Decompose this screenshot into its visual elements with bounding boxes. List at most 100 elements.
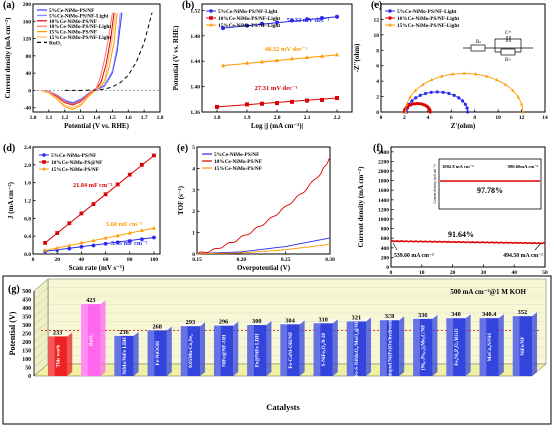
y-tick-label: 1200 [378, 207, 389, 213]
bar-highlight [147, 330, 155, 376]
data-point [67, 221, 72, 226]
annotation-arrow [392, 242, 398, 251]
bar-front [446, 318, 466, 376]
legend-entry: 5%Ce-NiMo-PS/NF-Light [218, 9, 278, 15]
x-tick-label: 40 [79, 257, 85, 263]
y-axis-label: Potential (V vs. RHE) [172, 25, 180, 90]
circuit-label: Rₛ [476, 40, 481, 45]
bar-value-label: 300 [252, 318, 261, 325]
y-tick-label: 4 [376, 79, 379, 85]
bar-side [532, 312, 538, 376]
start-annotation: 539.60 mA cm⁻² [394, 253, 434, 259]
bar-value-label: 328 [385, 313, 394, 320]
bar-category-label: Fe-CoNi-OH/NF [288, 332, 294, 369]
circuit-label: Rᶜₜ [505, 58, 512, 63]
bar-category-label: Fe@NiFe LDH [255, 334, 261, 368]
y-axis-label: -Z''(ohm) [353, 43, 361, 72]
bar-highlight [446, 318, 454, 376]
legend-entry: 5%Ce-NiMo-PS/NF [49, 8, 94, 14]
y-tick-label: 0 [376, 110, 379, 116]
bar-top [213, 321, 239, 326]
panel-letter: (d) [3, 143, 15, 154]
data-point [335, 52, 339, 57]
grid-line [33, 287, 49, 300]
bar-category-label: Fe-NiOOH [155, 341, 161, 366]
slope-annotation: 48.32 mV dec⁻¹ [265, 46, 308, 53]
bar-front [479, 318, 499, 376]
grid-line [33, 346, 49, 360]
series-line [196, 237, 331, 255]
legend-entry: 5%Ce-NiMo-PS/NF-Light [397, 9, 457, 15]
bar-top [180, 322, 206, 327]
data-point [221, 26, 225, 31]
data-point [127, 230, 132, 235]
data-point [91, 202, 96, 206]
panel-b: 1.8 1.9 2.0 2.1 2.2 1.36 1.40 1.44 1.48 1.52 Log |… [172, 0, 353, 130]
panel-g: (g) 0 50 100 150 200 250 300 350 400 450 500 Potenti… [2, 275, 552, 425]
data-point [127, 172, 132, 177]
bar-side [67, 332, 73, 376]
data-point [209, 16, 213, 20]
bar-front [313, 323, 333, 376]
bar [280, 320, 305, 376]
y-tick-label: 0 [28, 88, 31, 94]
x-tick-label: 100 [150, 257, 159, 263]
data-point [290, 99, 294, 104]
y-tick-label: 2400 [378, 150, 389, 156]
legend-entry: RuO₂ [49, 40, 62, 46]
bar-highlight [213, 325, 221, 376]
x-tick-label: 60 [103, 257, 109, 263]
data-point [79, 211, 84, 216]
bar-highlight [47, 336, 55, 376]
x-tick-label: 10 [495, 115, 501, 121]
legend-entry: 10%Ce-NiMo-PS@NF [51, 160, 102, 166]
bar-side [133, 331, 139, 376]
bar-front [413, 318, 433, 376]
end-annotation: 494.50 mA cm⁻² [503, 253, 543, 259]
y-tick-label: 14 [374, 2, 380, 8]
y-tick-label: 160 [23, 19, 32, 25]
data-point [115, 182, 120, 187]
panel-c: 0 2 4 6 8 10 12 14 0 2 4 6 8 10 12 14 Z'(ohm) -Z''(ohm) (c… [353, 0, 548, 130]
data-point [42, 160, 46, 164]
y-tick-label: 250 [22, 332, 31, 338]
bar-category-label: Fe₂Ni₂P₂O₇/RGO [454, 328, 460, 365]
plot-frame [196, 146, 331, 255]
data-point [139, 237, 144, 242]
x-tick-label: 2.2 [334, 115, 341, 121]
data-point [103, 235, 108, 240]
x-tick-label: 4 [426, 115, 429, 121]
chart-title: 500 mA cm⁻²@1 M KOH [450, 288, 526, 296]
x-tick-label: 20 [54, 257, 60, 263]
data-point [305, 98, 309, 103]
y-tick-label: 2 [376, 95, 379, 101]
data-point [388, 9, 392, 13]
data-point [91, 238, 96, 243]
bar-value-label: 336 [418, 312, 427, 319]
grid-line [33, 329, 49, 343]
y-tick-label: 1.48 [190, 34, 200, 40]
bar-value-label: 340.4 [482, 311, 497, 318]
data-point [275, 101, 279, 106]
bar-value-label: 233 [53, 329, 62, 336]
bar-top [479, 314, 504, 319]
bar-highlight [247, 325, 254, 376]
panel-letter: (g) [8, 284, 20, 295]
x-axis-label: Catalysts [266, 402, 300, 412]
equivalent-circuit: Rₛ Rᶜₜ Cᵈᵉ [463, 30, 533, 63]
bar-value-label: 293 [186, 319, 195, 326]
legend-entry: 5%Ce-NiMo-PS/NF [214, 152, 259, 158]
data-point [275, 20, 279, 25]
bar-category-label: RuO₂ [89, 333, 95, 346]
fit-line [222, 54, 338, 67]
bar-top [379, 316, 405, 321]
y-tick-label: 350 [22, 315, 31, 321]
data-point [260, 21, 264, 26]
grid-line [33, 312, 49, 326]
data-point [245, 60, 249, 65]
fit-line [44, 155, 155, 244]
legend-entry: 15%Ce-NiMo-PS/NF [51, 167, 99, 173]
data-point [139, 228, 144, 232]
panel-letter: (e) [177, 143, 188, 154]
data-point [152, 235, 156, 240]
